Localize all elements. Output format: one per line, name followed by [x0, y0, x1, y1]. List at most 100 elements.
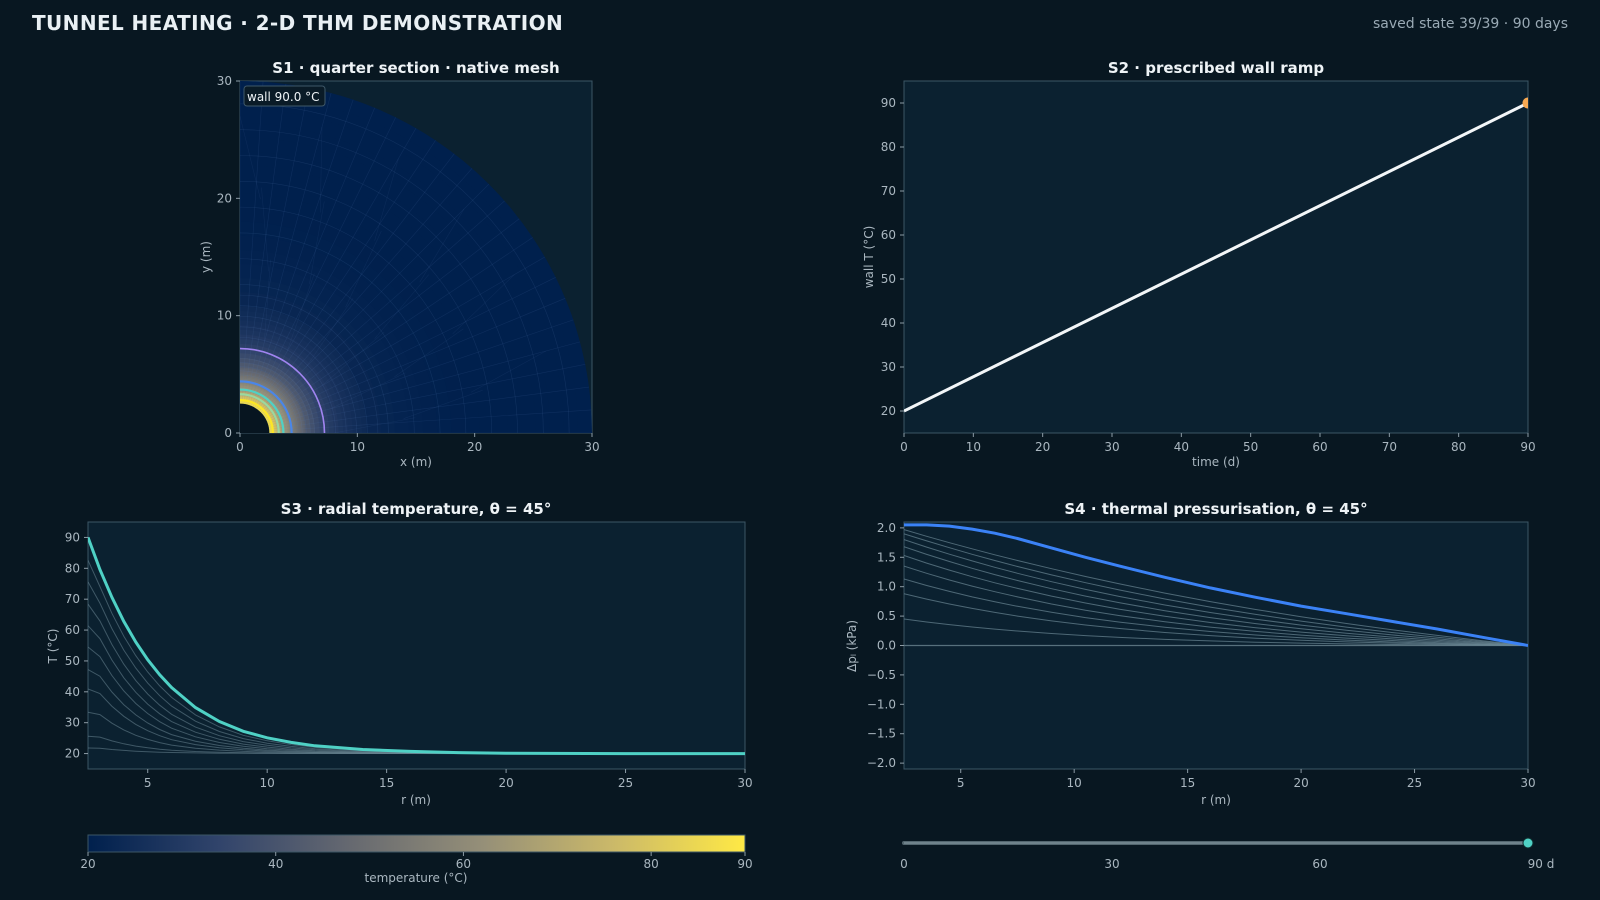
- s1-contour-line: [240, 393, 280, 433]
- s1-mesh-spoke: [245, 87, 309, 405]
- s1-ticks-ytick-label: 10: [217, 309, 232, 323]
- s1-mesh-ring: [240, 181, 492, 433]
- time-slider-ticks: 0 30 60 90 d: [900, 857, 1554, 871]
- s1-mesh-spoke: [267, 319, 574, 424]
- s1-mesh-spoke: [247, 92, 332, 405]
- s1-mesh-spoke: [243, 83, 287, 404]
- s1-mesh-spoke: [263, 218, 520, 416]
- s3-ticks-ytick-label: 80: [65, 561, 80, 575]
- s2-xlabel: time (d): [1192, 455, 1240, 469]
- s1-mesh-ring: [240, 374, 299, 433]
- s1-mesh-diagonal: [374, 274, 429, 339]
- s4-ticks-xtick-label: 10: [1067, 776, 1082, 790]
- s3-series: [88, 536, 745, 756]
- saved-state-status: saved state 39/39 · 90 days: [1372, 16, 1568, 32]
- s1-tunnel-opening: [240, 403, 270, 433]
- s1-mesh-diagonal: [452, 274, 515, 335]
- s4-ticks-ytick-label: 0.5: [877, 609, 896, 623]
- s4-ticks: 5 10 15 20 25 30 2.0 1.5 1.0 0.5 0.0 −0.5 −1.0 −1.5 −2…: [867, 521, 1536, 790]
- s4-ticks-ytick-label: −0.5: [867, 668, 896, 682]
- s1-mesh-ring: [240, 315, 358, 433]
- s4-ticks-xtick-label: 20: [1293, 776, 1308, 790]
- time-slider-knob[interactable]: [1522, 837, 1534, 849]
- s1-mesh-ring: [240, 258, 415, 433]
- s1-mesh-spoke: [266, 277, 556, 421]
- s4-ticks-xtick-label: 30: [1520, 776, 1535, 790]
- s1-mesh-diagonal: [286, 273, 315, 352]
- s4-history-line: [904, 593, 1528, 646]
- app-title: TUNNEL HEATING · 2-D THM DEMONSTRATION: [32, 11, 564, 35]
- colorbar-ticks: 20 40 60 80 90: [80, 852, 753, 871]
- s3-ticks-ytick-label: 40: [65, 685, 80, 699]
- s3-ticks-ytick-label: 90: [65, 530, 80, 544]
- s3-ticks-ytick-label: 70: [65, 592, 80, 606]
- s1-ticks: 0 10 20 30 0 10 20 30: [217, 74, 600, 454]
- s1-mesh-diagonal: [374, 158, 399, 241]
- colorbar-tick-label: 60: [456, 857, 471, 871]
- s1-mesh-spoke: [252, 117, 396, 407]
- s1-mesh-diagonal: [333, 417, 416, 433]
- s1-ylabel: y (m): [199, 241, 213, 273]
- s1-mesh-ring: [240, 155, 518, 433]
- s1-ticks-xtick-label: 30: [584, 440, 599, 454]
- s1-ticks-xtick-label: 10: [350, 440, 365, 454]
- s1-mesh-spoke: [261, 200, 505, 414]
- s2-ticks-xtick-label: 50: [1243, 440, 1258, 454]
- s2-ticks: 0 10 20 30 40 50 60 70 80 90 20 30 40 50 60 70 80 90: [881, 96, 1536, 454]
- s3-ticks-ytick-label: 30: [65, 716, 80, 730]
- s1-mesh-spoke: [264, 237, 533, 417]
- s1-mesh-diagonal: [345, 231, 382, 308]
- s2-ticks-ytick-label: 50: [881, 272, 896, 286]
- s1-mesh-ring: [240, 294, 379, 433]
- s4-ticks-ytick-label: −1.5: [867, 727, 896, 741]
- s1-mesh-spoke: [259, 168, 473, 412]
- colorbar-gradient: [87, 834, 746, 853]
- s1-mesh-spoke: [266, 298, 566, 423]
- s2-ticks-xtick-label: 80: [1451, 440, 1466, 454]
- s1-ticks-ytick-label: 0: [224, 426, 232, 440]
- s2-ticks-xtick-label: 60: [1312, 440, 1327, 454]
- time-slider-tick-label: 90 d: [1528, 857, 1555, 871]
- s4-history-line: [904, 533, 1528, 646]
- s2-series: [904, 97, 1528, 413]
- s1-mesh-spoke: [269, 386, 590, 430]
- s1-mesh-spoke: [269, 409, 592, 432]
- s2-ticks-ytick-label: 60: [881, 228, 896, 242]
- s1-mesh-diagonal: [470, 350, 547, 393]
- s1-ticks-ytick-label: 30: [217, 74, 232, 88]
- s4-history-line: [904, 555, 1528, 646]
- s2-ticks-ytick-label: 20: [881, 404, 896, 418]
- s1-mesh-diagonal: [240, 116, 261, 200]
- chart-s2: S2 · prescribed wall ramp 0 10 20 30 40 50 60 7…: [862, 59, 1536, 469]
- s2-ylabel: wall T (°C): [862, 226, 876, 289]
- s1-mesh-spoke: [260, 183, 490, 413]
- s1-mesh-ring: [240, 386, 287, 433]
- s1-mesh-ring: [240, 326, 347, 433]
- s1-mesh-ring: [240, 305, 368, 433]
- s4-title: S4 · thermal pressurisation, θ = 45°: [1064, 500, 1367, 518]
- s2-ticks-ytick-label: 80: [881, 140, 896, 154]
- time-slider-tick-label: 60: [1312, 857, 1327, 871]
- s1-mesh-diagonal: [263, 259, 271, 343]
- s1-mesh-spoke: [254, 128, 417, 408]
- time-slider[interactable]: 0 30 60 90 d: [900, 837, 1554, 871]
- s2-ticks-ytick-label: 90: [881, 96, 896, 110]
- s4-history-line: [904, 578, 1528, 646]
- s1-mesh-ring: [240, 391, 282, 433]
- s1-mesh-spoke: [256, 140, 436, 409]
- s4-history-line: [904, 529, 1528, 646]
- s3-title: S3 · radial temperature, θ = 45°: [281, 500, 552, 518]
- s1-mesh-spoke: [268, 341, 581, 426]
- chart-s3: S3 · radial temperature, θ = 45° 5 10 15 20…: [46, 500, 753, 807]
- s3-ticks: 5 10 15 20 25 30 20 30 40 50 60 70 80 90: [65, 530, 753, 790]
- s1-mesh-ring: [240, 129, 544, 433]
- s1-contour-line: [240, 399, 274, 433]
- s1-mesh-ring: [240, 232, 441, 433]
- s4-series: [904, 523, 1528, 647]
- s4-history-line: [904, 539, 1528, 646]
- s3-ticks-ytick-label: 20: [65, 747, 80, 761]
- s3-ticks-ytick-label: 60: [65, 623, 80, 637]
- s3-current-line: [88, 536, 745, 756]
- s4-history-line: [904, 546, 1528, 646]
- s1-mesh-diagonal: [319, 126, 323, 213]
